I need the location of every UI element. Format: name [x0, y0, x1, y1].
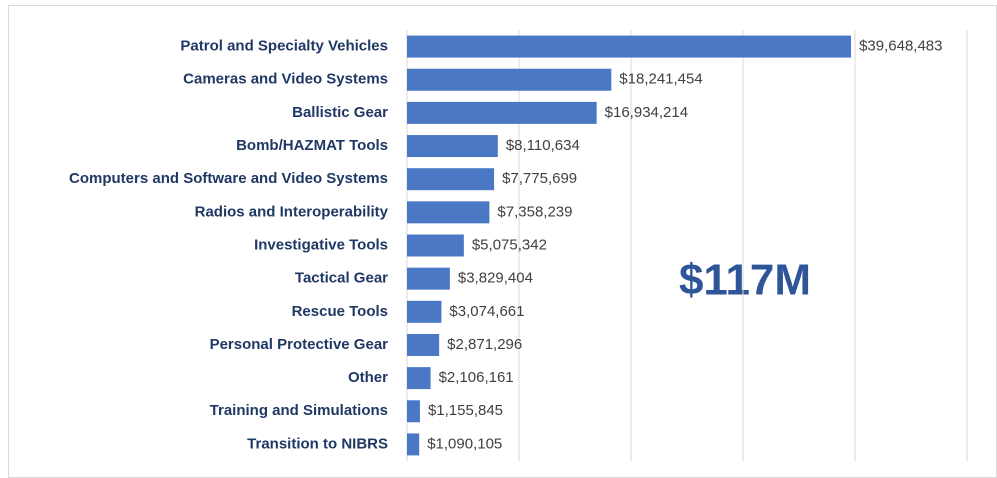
value-label: $7,358,239	[497, 203, 572, 220]
category-label: Rescue Tools	[292, 303, 388, 320]
category-label: Cameras and Video Systems	[183, 71, 388, 88]
bar	[407, 400, 420, 423]
bar	[407, 68, 612, 91]
value-label: $2,871,296	[447, 336, 522, 353]
bar	[407, 267, 450, 290]
bar	[407, 135, 498, 158]
bar	[407, 201, 490, 224]
category-label: Personal Protective Gear	[210, 336, 389, 353]
value-label: $16,934,214	[605, 104, 688, 121]
bar	[407, 101, 597, 124]
value-label: $3,074,661	[449, 303, 524, 320]
bar	[407, 367, 431, 390]
category-label: Radios and Interoperability	[195, 203, 389, 220]
value-label: $3,829,404	[458, 270, 533, 287]
bar	[407, 35, 852, 58]
bar	[407, 333, 440, 356]
value-label: $1,155,845	[428, 402, 503, 419]
category-label: Bomb/HAZMAT Tools	[236, 137, 388, 154]
category-label: Patrol and Specialty Vehicles	[180, 38, 388, 55]
bar	[407, 168, 495, 191]
category-label: Transition to NIBRS	[247, 435, 388, 452]
category-label: Ballistic Gear	[292, 104, 388, 121]
category-label: Investigative Tools	[254, 236, 388, 253]
value-label: $39,648,483	[859, 38, 942, 55]
value-label: $8,110,634	[506, 137, 580, 154]
value-label: $5,075,342	[472, 236, 547, 253]
bar	[407, 433, 420, 456]
category-label: Tactical Gear	[295, 270, 388, 287]
category-label: Other	[348, 369, 388, 386]
bar	[407, 234, 464, 257]
value-label: $1,090,105	[427, 435, 502, 452]
bar	[407, 300, 442, 323]
value-label: $18,241,454	[619, 71, 702, 88]
category-label: Computers and Software and Video Systems	[69, 170, 388, 187]
value-label: $2,106,161	[439, 369, 514, 386]
total-annotation: $117M	[679, 256, 811, 305]
category-label: Training and Simulations	[210, 402, 388, 419]
value-label: $7,775,699	[502, 170, 577, 187]
